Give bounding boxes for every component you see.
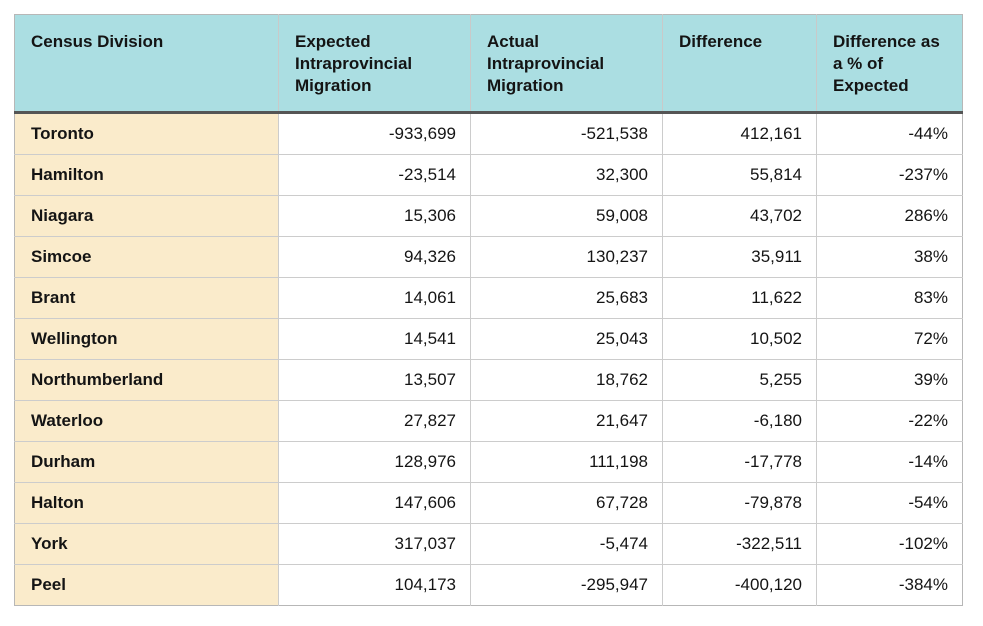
expected-cell: 15,306: [278, 195, 471, 237]
expected-cell: 147,606: [278, 482, 471, 524]
column-header: Actual Intraprovincial Migration: [470, 14, 663, 115]
table-row: Halton 147,606 67,728 -79,878 -54%: [14, 482, 963, 524]
actual-cell: -295,947: [470, 564, 663, 606]
expected-cell: 27,827: [278, 400, 471, 442]
expected-cell: 128,976: [278, 441, 471, 483]
pct_of_expected-cell: 38%: [816, 236, 963, 278]
division-cell: Halton: [14, 482, 279, 524]
division-cell: York: [14, 523, 279, 565]
actual-cell: 25,043: [470, 318, 663, 360]
column-header: Difference: [662, 14, 817, 115]
division-cell: Peel: [14, 564, 279, 606]
division-cell: Durham: [14, 441, 279, 483]
difference-cell: 11,622: [662, 277, 817, 319]
difference-cell: -400,120: [662, 564, 817, 606]
pct_of_expected-cell: -102%: [816, 523, 963, 565]
actual-cell: -521,538: [470, 112, 663, 155]
difference-cell: 55,814: [662, 154, 817, 196]
pct_of_expected-cell: 286%: [816, 195, 963, 237]
division-cell: Niagara: [14, 195, 279, 237]
table-row: Niagara 15,306 59,008 43,702 286%: [14, 195, 963, 237]
column-header: Census Division: [14, 14, 279, 115]
table-header: Census Division Expected Intraprovincial …: [14, 14, 963, 115]
table-body: Toronto -933,699 -521,538 412,161 -44% Hamilt…: [14, 112, 963, 606]
column-header: Expected Intraprovincial Migration: [278, 14, 471, 115]
difference-cell: 10,502: [662, 318, 817, 360]
expected-cell: -933,699: [278, 112, 471, 155]
pct_of_expected-cell: -14%: [816, 441, 963, 483]
pct_of_expected-cell: 39%: [816, 359, 963, 401]
difference-cell: 35,911: [662, 236, 817, 278]
actual-cell: 25,683: [470, 277, 663, 319]
actual-cell: 130,237: [470, 236, 663, 278]
expected-cell: 94,326: [278, 236, 471, 278]
difference-cell: 412,161: [662, 112, 817, 155]
division-cell: Northumberland: [14, 359, 279, 401]
expected-cell: 13,507: [278, 359, 471, 401]
pct_of_expected-cell: -384%: [816, 564, 963, 606]
pct_of_expected-cell: 83%: [816, 277, 963, 319]
difference-cell: -322,511: [662, 523, 817, 565]
expected-cell: 14,541: [278, 318, 471, 360]
actual-cell: 21,647: [470, 400, 663, 442]
division-cell: Brant: [14, 277, 279, 319]
table-row: Toronto -933,699 -521,538 412,161 -44%: [14, 112, 963, 155]
pct_of_expected-cell: -22%: [816, 400, 963, 442]
pct_of_expected-cell: -54%: [816, 482, 963, 524]
table-row: Wellington 14,541 25,043 10,502 72%: [14, 318, 963, 360]
table-row: Durham 128,976 111,198 -17,778 -14%: [14, 441, 963, 483]
division-cell: Toronto: [14, 112, 279, 155]
header-row: Census Division Expected Intraprovincial …: [14, 14, 963, 115]
difference-cell: -17,778: [662, 441, 817, 483]
table-row: Peel 104,173 -295,947 -400,120 -384%: [14, 564, 963, 606]
expected-cell: 317,037: [278, 523, 471, 565]
pct_of_expected-cell: -44%: [816, 112, 963, 155]
actual-cell: 59,008: [470, 195, 663, 237]
expected-cell: 14,061: [278, 277, 471, 319]
difference-cell: -79,878: [662, 482, 817, 524]
difference-cell: -6,180: [662, 400, 817, 442]
table-row: Waterloo 27,827 21,647 -6,180 -22%: [14, 400, 963, 442]
actual-cell: 32,300: [470, 154, 663, 196]
expected-cell: 104,173: [278, 564, 471, 606]
division-cell: Waterloo: [14, 400, 279, 442]
division-cell: Hamilton: [14, 154, 279, 196]
difference-cell: 43,702: [662, 195, 817, 237]
pct_of_expected-cell: 72%: [816, 318, 963, 360]
table-row: Simcoe 94,326 130,237 35,911 38%: [14, 236, 963, 278]
table-row: York 317,037 -5,474 -322,511 -102%: [14, 523, 963, 565]
division-cell: Wellington: [14, 318, 279, 360]
table-row: Northumberland 13,507 18,762 5,255 39%: [14, 359, 963, 401]
table-row: Brant 14,061 25,683 11,622 83%: [14, 277, 963, 319]
difference-cell: 5,255: [662, 359, 817, 401]
column-header: Difference as a % of Expected: [816, 14, 963, 115]
migration-table: Census Division Expected Intraprovincial …: [14, 14, 963, 607]
division-cell: Simcoe: [14, 236, 279, 278]
actual-cell: 111,198: [470, 441, 663, 483]
actual-cell: 18,762: [470, 359, 663, 401]
table-row: Hamilton -23,514 32,300 55,814 -237%: [14, 154, 963, 196]
pct_of_expected-cell: -237%: [816, 154, 963, 196]
expected-cell: -23,514: [278, 154, 471, 196]
actual-cell: 67,728: [470, 482, 663, 524]
actual-cell: -5,474: [470, 523, 663, 565]
